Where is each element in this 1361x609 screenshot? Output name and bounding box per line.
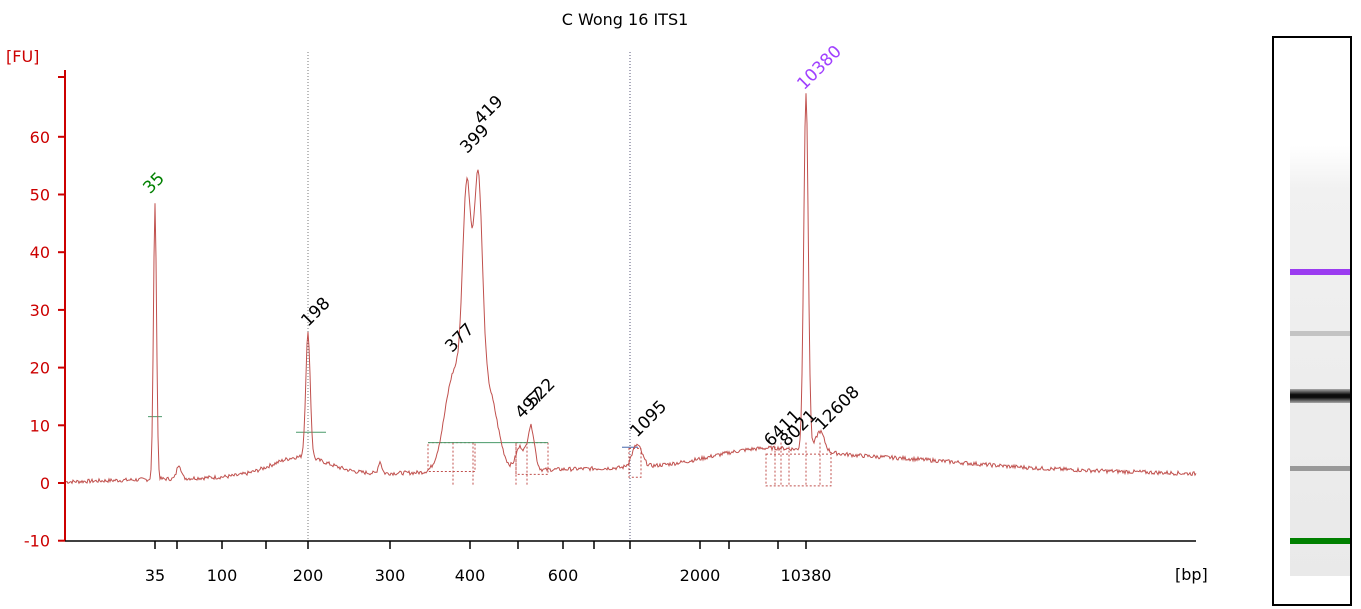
gel-band — [1290, 331, 1350, 337]
peak-label-198: 198 — [297, 294, 334, 331]
integration-box — [765, 453, 832, 487]
x-tick-label: 300 — [375, 566, 406, 585]
gel-band — [1290, 388, 1350, 403]
y-tick-label: 50 — [30, 186, 50, 205]
x-tick-label: 100 — [207, 566, 238, 585]
peak-label-12608: 12608 — [811, 382, 863, 434]
peak-label-10380: 10380 — [793, 42, 845, 94]
y-axis: -10 0 10 20 30 40 50 60 — [24, 70, 66, 551]
x-tick-label: 400 — [455, 566, 486, 585]
peak-label-35: 35 — [139, 169, 168, 198]
y-tick-label: 20 — [30, 359, 50, 378]
peak-label-1095: 1095 — [626, 397, 671, 442]
x-axis-label: [bp] — [1175, 565, 1208, 584]
x-tick-label: 600 — [548, 566, 579, 585]
x-tick-label: 200 — [293, 566, 324, 585]
gel-band — [1290, 465, 1350, 471]
peak-integration-boxes — [148, 416, 832, 487]
chart-title: C Wong 16 ITS1 — [562, 10, 689, 29]
integration-box — [628, 447, 642, 478]
y-tick-label: 30 — [30, 301, 50, 320]
y-tick-label: 60 — [30, 128, 50, 147]
peak-label-399: 399 — [456, 121, 493, 158]
x-axis: 35 100 200 300 400 600 2000 10380 — [65, 540, 1196, 585]
x-tick-label: 2000 — [680, 566, 721, 585]
marker-lines — [307, 52, 631, 541]
y-tick-label: 10 — [30, 416, 50, 435]
gel-lane — [1290, 38, 1350, 576]
y-axis-label: [FU] — [6, 47, 39, 66]
y-tick-label: 40 — [30, 243, 50, 262]
y-tick-label: -10 — [24, 532, 50, 551]
gel-band — [1290, 538, 1350, 545]
integration-box — [427, 442, 476, 472]
y-tick-label: 0 — [40, 474, 50, 493]
electropherogram-trace — [65, 93, 1197, 485]
gel-band — [1290, 269, 1350, 276]
peak-label-377: 377 — [441, 320, 478, 357]
x-tick-label: 10380 — [781, 566, 832, 585]
gel-image — [1272, 36, 1352, 606]
x-tick-label: 35 — [145, 566, 165, 585]
